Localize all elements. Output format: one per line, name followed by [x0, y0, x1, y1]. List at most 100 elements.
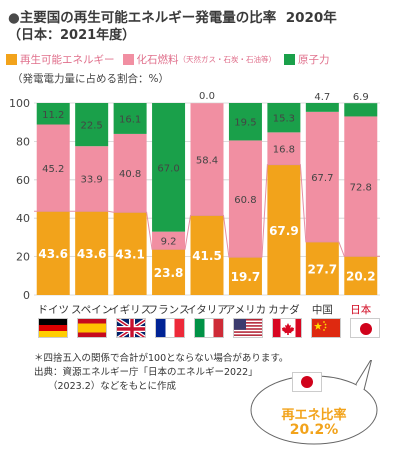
footnote: ＊四捨五入の関係で合計が100とならない場合があります。 出典：資源エネルギー庁… [34, 352, 288, 394]
x-tick-label: イタリア [186, 304, 228, 316]
x-tick-label: 中国 [312, 303, 333, 316]
bar-segment-nuclear [305, 103, 339, 112]
callout-title: 再エネ比率 [281, 408, 347, 423]
bar-segment-renewable [36, 211, 70, 295]
bar-segment-nuclear [36, 103, 70, 125]
legend-item-renewable: 再生可能エネルギー [6, 52, 115, 67]
data-label: 20.2 [346, 270, 376, 284]
france-flag-icon [155, 318, 185, 338]
y-tick-label: 100 [9, 97, 30, 110]
data-label: 16.8 [273, 145, 295, 156]
germany-flag-icon [38, 318, 68, 338]
data-label: 43.6 [77, 247, 107, 261]
usa-flag-icon [233, 318, 263, 338]
japan-flag-icon [292, 372, 322, 392]
data-label: 19.5 [234, 118, 256, 129]
italy-flag-icon [194, 318, 224, 338]
footnote-line-1: ＊四捨五入の関係で合計が100とならない場合があります。 [34, 353, 289, 364]
data-label: 41.5 [192, 249, 222, 263]
y-tick-label: 0 [23, 289, 30, 302]
footnote-source: 出典：資源エネルギー庁「日本のエネルギー2022」 [34, 367, 258, 378]
bar-segment-fossil [113, 133, 147, 213]
bar-segment-nuclear [113, 103, 147, 134]
china-flag-icon [311, 318, 341, 338]
data-label: 40.8 [119, 169, 141, 180]
callout-bubble-icon [250, 360, 378, 445]
bar-segment-renewable [152, 249, 186, 295]
bar-segment-nuclear [152, 103, 186, 232]
bar-segment-fossil [36, 124, 70, 212]
bullet-icon: ● [8, 10, 20, 26]
stacked-bar-chart: 0 20 40 60 80 100 43.6 45.2 11.2 43.6 33.9 22.5 43.1… [9, 91, 380, 316]
data-label: 9.2 [161, 236, 177, 247]
data-label: 4.7 [314, 92, 330, 103]
canada-flag-icon [272, 318, 302, 338]
bar-segment-fossil [152, 231, 186, 250]
callout-value: 20.2% [289, 422, 339, 438]
x-tick-label: スペイン [71, 304, 112, 316]
bar-segment-nuclear [75, 103, 109, 147]
spain-flag-icon [77, 318, 107, 338]
legend-swatch-nuclear [284, 54, 295, 65]
x-tick-label: 日本 [350, 303, 371, 316]
japan-flag-icon [350, 318, 380, 338]
flag-row [0, 318, 400, 340]
bar-segment-fossil [344, 116, 378, 257]
x-tick-label: ドイツ [37, 304, 69, 316]
data-label: 67.0 [157, 163, 179, 174]
bar-segment-renewable [113, 212, 147, 295]
legend-item-fossil: 化石燃料 （天然ガス・石炭・石油等） [122, 52, 276, 67]
data-label: 19.7 [231, 270, 261, 284]
data-label: 6.9 [353, 92, 369, 103]
data-label: 15.3 [273, 114, 295, 125]
data-label: 58.4 [196, 155, 218, 166]
data-label: 33.9 [81, 175, 103, 186]
data-label: 0.0 [199, 91, 215, 102]
data-label: 16.1 [119, 114, 141, 125]
x-tick-label: イギリス [109, 304, 151, 316]
x-tick-label: フランス [148, 304, 190, 316]
data-label: 43.6 [38, 247, 68, 261]
japan-callout: 再エネ比率 20.2% [248, 360, 380, 446]
renewable-trend-line [34, 164, 380, 258]
x-tick-label: アメリカ [225, 304, 266, 316]
data-label: 11.2 [42, 110, 64, 121]
legend: 再生可能エネルギー 化石燃料 （天然ガス・石炭・石油等） 原子力 [6, 52, 338, 67]
x-tick-label: カナダ [268, 303, 300, 316]
y-tick-label: 40 [16, 212, 30, 225]
chart-title: ●主要国の再生可能エネルギー発電量の比率 2020年 [8, 10, 337, 26]
y-axis-caption: （発電電力量に占める割合：%） [12, 73, 169, 85]
y-tick-label: 80 [16, 135, 30, 148]
data-label: 67.7 [311, 173, 333, 184]
bar-segment-fossil [305, 111, 339, 242]
legend-swatch-renewable [6, 54, 17, 65]
footnote-source-date: （2023.2）などをもとに作成 [48, 381, 177, 392]
bar-segment-renewable [190, 215, 224, 295]
bar-segment-nuclear [267, 103, 301, 133]
bar-segment-fossil [267, 132, 301, 165]
bar-segment-renewable [305, 241, 339, 295]
bar-segment-nuclear [228, 103, 262, 141]
uk-flag-icon [116, 318, 146, 338]
data-label: 27.7 [308, 262, 338, 276]
data-label: 45.2 [42, 164, 64, 175]
bar-segment-renewable [267, 164, 301, 295]
bar-segment-renewable [228, 257, 262, 295]
legend-swatch-fossil [122, 54, 134, 65]
bar-segment-fossil [75, 146, 109, 212]
data-label: 67.9 [269, 224, 299, 238]
chart-subtitle: （日本：2021年度） [8, 28, 136, 43]
data-label: 60.8 [234, 195, 256, 206]
y-tick-label: 20 [16, 251, 30, 264]
bar-segment-renewable [344, 256, 378, 295]
bar-segment-nuclear [344, 103, 378, 117]
legend-item-nuclear: 原子力 [284, 52, 330, 67]
bar-segment-fossil [190, 103, 224, 216]
data-label: 23.8 [154, 266, 184, 280]
data-label: 22.5 [81, 121, 103, 132]
bar-segment-fossil [228, 140, 262, 258]
bar-segment-renewable [75, 211, 109, 295]
data-label: 43.1 [115, 248, 145, 262]
y-tick-label: 60 [16, 174, 30, 187]
data-label: 72.8 [350, 182, 372, 193]
